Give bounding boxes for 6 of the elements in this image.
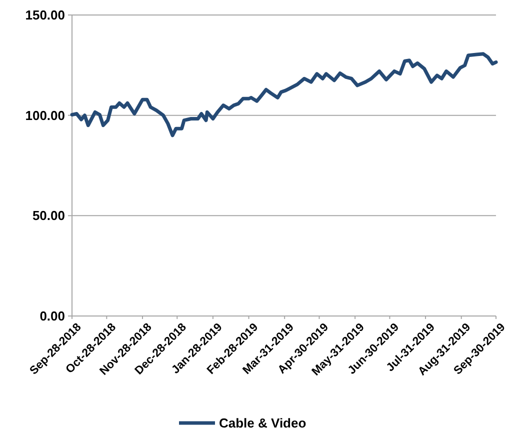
y-tick-label: 150.00 [25, 8, 65, 23]
legend-label: Cable & Video [219, 416, 306, 431]
y-tick-label: 50.00 [32, 208, 65, 224]
line-series [70, 52, 498, 138]
y-tick-label: 100.00 [25, 108, 65, 123]
y-tick-label: 0.00 [40, 308, 65, 324]
